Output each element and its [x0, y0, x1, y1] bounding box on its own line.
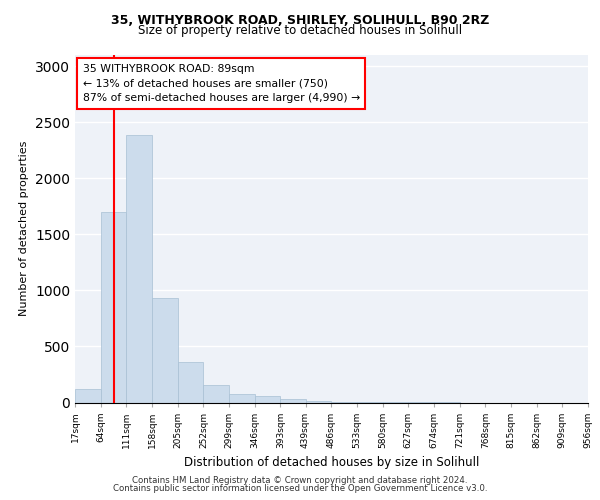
Bar	[101, 212, 127, 402]
Text: Size of property relative to detached houses in Solihull: Size of property relative to detached ho…	[138, 24, 462, 37]
Bar	[152, 298, 178, 403]
Text: 35, WITHYBROOK ROAD, SHIRLEY, SOLIHULL, B90 2RZ: 35, WITHYBROOK ROAD, SHIRLEY, SOLIHULL, …	[111, 14, 489, 27]
Bar	[178, 362, 203, 403]
Bar	[75, 389, 101, 402]
Bar	[255, 396, 280, 402]
Text: Contains public sector information licensed under the Open Government Licence v3: Contains public sector information licen…	[113, 484, 487, 493]
Bar	[203, 385, 229, 402]
Bar	[229, 394, 255, 402]
Bar	[127, 134, 152, 402]
Text: 35 WITHYBROOK ROAD: 89sqm
← 13% of detached houses are smaller (750)
87% of semi: 35 WITHYBROOK ROAD: 89sqm ← 13% of detac…	[83, 64, 360, 104]
Y-axis label: Number of detached properties: Number of detached properties	[19, 141, 29, 316]
X-axis label: Distribution of detached houses by size in Solihull: Distribution of detached houses by size …	[184, 456, 479, 469]
Text: Contains HM Land Registry data © Crown copyright and database right 2024.: Contains HM Land Registry data © Crown c…	[132, 476, 468, 485]
Bar	[280, 398, 306, 402]
